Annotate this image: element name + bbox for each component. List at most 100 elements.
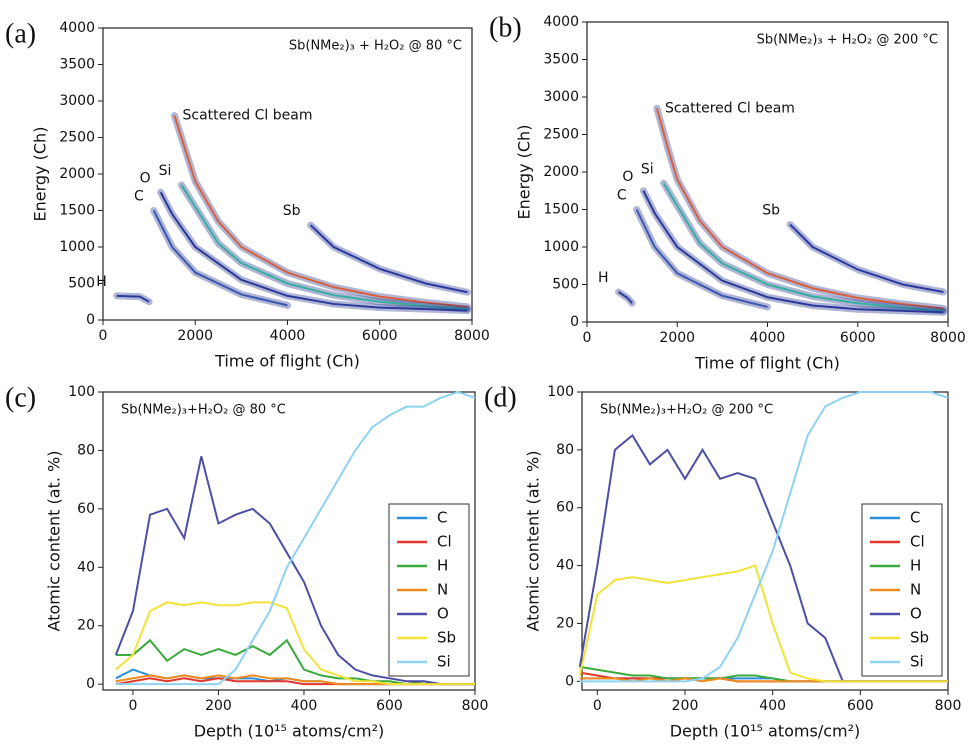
x-axis-title: Time of flight (Ch) bbox=[214, 352, 360, 371]
x-tick-label: 400 bbox=[759, 698, 786, 714]
y-tick-label: 500 bbox=[552, 277, 579, 293]
y-tick-label: 4000 bbox=[543, 14, 579, 30]
scatter-band bbox=[170, 112, 471, 311]
panel-label: (d) bbox=[484, 382, 517, 413]
x-axis-title: Depth (10¹⁵ atoms/cm²) bbox=[194, 722, 385, 741]
x-tick-label: 2000 bbox=[177, 328, 213, 344]
x-tick-label: 600 bbox=[376, 698, 403, 714]
y-tick-label: 60 bbox=[77, 501, 95, 517]
scatter-core bbox=[152, 210, 288, 307]
scatter-band bbox=[660, 179, 947, 315]
legend-label: Sb bbox=[437, 629, 456, 647]
plot-frame bbox=[581, 391, 949, 691]
band-label: H bbox=[598, 270, 609, 286]
subtitle: Sb(NMe₂)₃+H₂O₂ @ 80 °C bbox=[121, 403, 286, 418]
y-tick-label: 3000 bbox=[543, 89, 579, 105]
x-tick-label: 0 bbox=[99, 328, 108, 344]
y-axis-title: Energy (Ch) bbox=[31, 127, 50, 222]
y-tick-label: 40 bbox=[556, 558, 574, 574]
y-tick-label: 3500 bbox=[59, 57, 95, 73]
series-line bbox=[578, 564, 948, 683]
band-label: O bbox=[140, 170, 151, 186]
y-tick-label: 2000 bbox=[543, 164, 579, 180]
x-tick-label: 200 bbox=[672, 698, 699, 714]
x-axis-title: Time of flight (Ch) bbox=[694, 354, 840, 373]
y-axis-title: Energy (Ch) bbox=[515, 125, 534, 220]
y-tick-label: 0 bbox=[86, 676, 95, 692]
scatter-core bbox=[180, 184, 468, 311]
legend-label: N bbox=[910, 581, 921, 599]
y-tick-label: 80 bbox=[556, 442, 574, 458]
y-tick-label: 0 bbox=[570, 314, 579, 330]
legend-label: Si bbox=[437, 653, 451, 671]
series-line bbox=[579, 391, 949, 683]
x-tick-label: 0 bbox=[593, 698, 602, 714]
y-tick-label: 1000 bbox=[543, 239, 579, 255]
subtitle: Sb(NMe₂)₃ + H₂O₂ @ 200 °C bbox=[757, 33, 938, 48]
band-label: Scattered Cl beam bbox=[665, 100, 795, 116]
y-tick-label: 3500 bbox=[543, 52, 579, 68]
y-tick-label: 20 bbox=[77, 618, 95, 634]
scatter-band bbox=[653, 104, 947, 312]
y-tick-label: 100 bbox=[68, 384, 95, 400]
y-tick-label: 80 bbox=[77, 442, 95, 458]
legend-label: Sb bbox=[910, 629, 929, 647]
plot-frame bbox=[102, 391, 476, 691]
x-tick-label: 800 bbox=[462, 698, 489, 714]
scatter-core bbox=[789, 223, 944, 293]
legend-label: C bbox=[437, 509, 447, 527]
scatter-core bbox=[159, 191, 468, 312]
y-axis-title: Atomic content (at. %) bbox=[524, 451, 543, 632]
x-tick-label: 4000 bbox=[270, 328, 306, 344]
x-tick-label: 600 bbox=[847, 698, 874, 714]
subtitle: Sb(NMe₂)₃+H₂O₂ @ 200 °C bbox=[600, 403, 773, 418]
legend-label: Si bbox=[910, 653, 924, 671]
band-label: Si bbox=[159, 163, 172, 179]
legend-label: C bbox=[910, 509, 920, 527]
band-label: C bbox=[134, 189, 144, 205]
y-tick-label: 3000 bbox=[59, 93, 95, 109]
x-tick-label: 0 bbox=[128, 698, 137, 714]
band-label: O bbox=[622, 169, 633, 185]
scatter-core bbox=[618, 291, 633, 304]
legend-label: H bbox=[437, 557, 448, 575]
panel-label: (c) bbox=[5, 382, 36, 413]
x-tick-label: 200 bbox=[205, 698, 232, 714]
series-line bbox=[115, 638, 475, 686]
y-tick-label: 2000 bbox=[59, 166, 95, 182]
x-tick-label: 8000 bbox=[454, 328, 490, 344]
scatter-core bbox=[309, 224, 468, 294]
y-tick-label: 1500 bbox=[543, 202, 579, 218]
band-label: Si bbox=[641, 161, 654, 177]
legend-label: N bbox=[437, 581, 448, 599]
y-tick-label: 0 bbox=[86, 312, 95, 328]
series-line bbox=[115, 390, 476, 686]
band-label: Sb bbox=[762, 203, 780, 219]
y-tick-label: 100 bbox=[547, 384, 574, 400]
x-tick-label: 2000 bbox=[659, 330, 695, 346]
legend-label: O bbox=[910, 605, 922, 623]
legend-label: O bbox=[437, 605, 449, 623]
panel-label: (a) bbox=[5, 18, 36, 49]
band-label: Scattered Cl beam bbox=[182, 108, 312, 124]
scatter-band bbox=[177, 181, 471, 313]
y-axis-title: Atomic content (at. %) bbox=[45, 451, 64, 632]
y-tick-label: 1000 bbox=[59, 239, 95, 255]
y-tick-label: 1500 bbox=[59, 203, 95, 219]
band-label: H bbox=[96, 274, 107, 290]
x-tick-label: 800 bbox=[935, 698, 962, 714]
y-tick-label: 40 bbox=[77, 559, 95, 575]
scatter-band bbox=[786, 221, 947, 296]
y-tick-label: 4000 bbox=[59, 20, 95, 36]
y-tick-label: 60 bbox=[556, 500, 574, 516]
legend-label: Cl bbox=[437, 533, 452, 551]
subtitle: Sb(NMe₂)₃ + H₂O₂ @ 80 °C bbox=[289, 39, 462, 54]
scatter-band bbox=[307, 221, 471, 296]
series-line bbox=[114, 456, 475, 686]
y-tick-label: 500 bbox=[68, 276, 95, 292]
y-tick-label: 0 bbox=[565, 673, 574, 689]
panel-label: (b) bbox=[489, 12, 522, 43]
x-tick-label: 8000 bbox=[930, 330, 966, 346]
legend-label: Cl bbox=[910, 533, 925, 551]
